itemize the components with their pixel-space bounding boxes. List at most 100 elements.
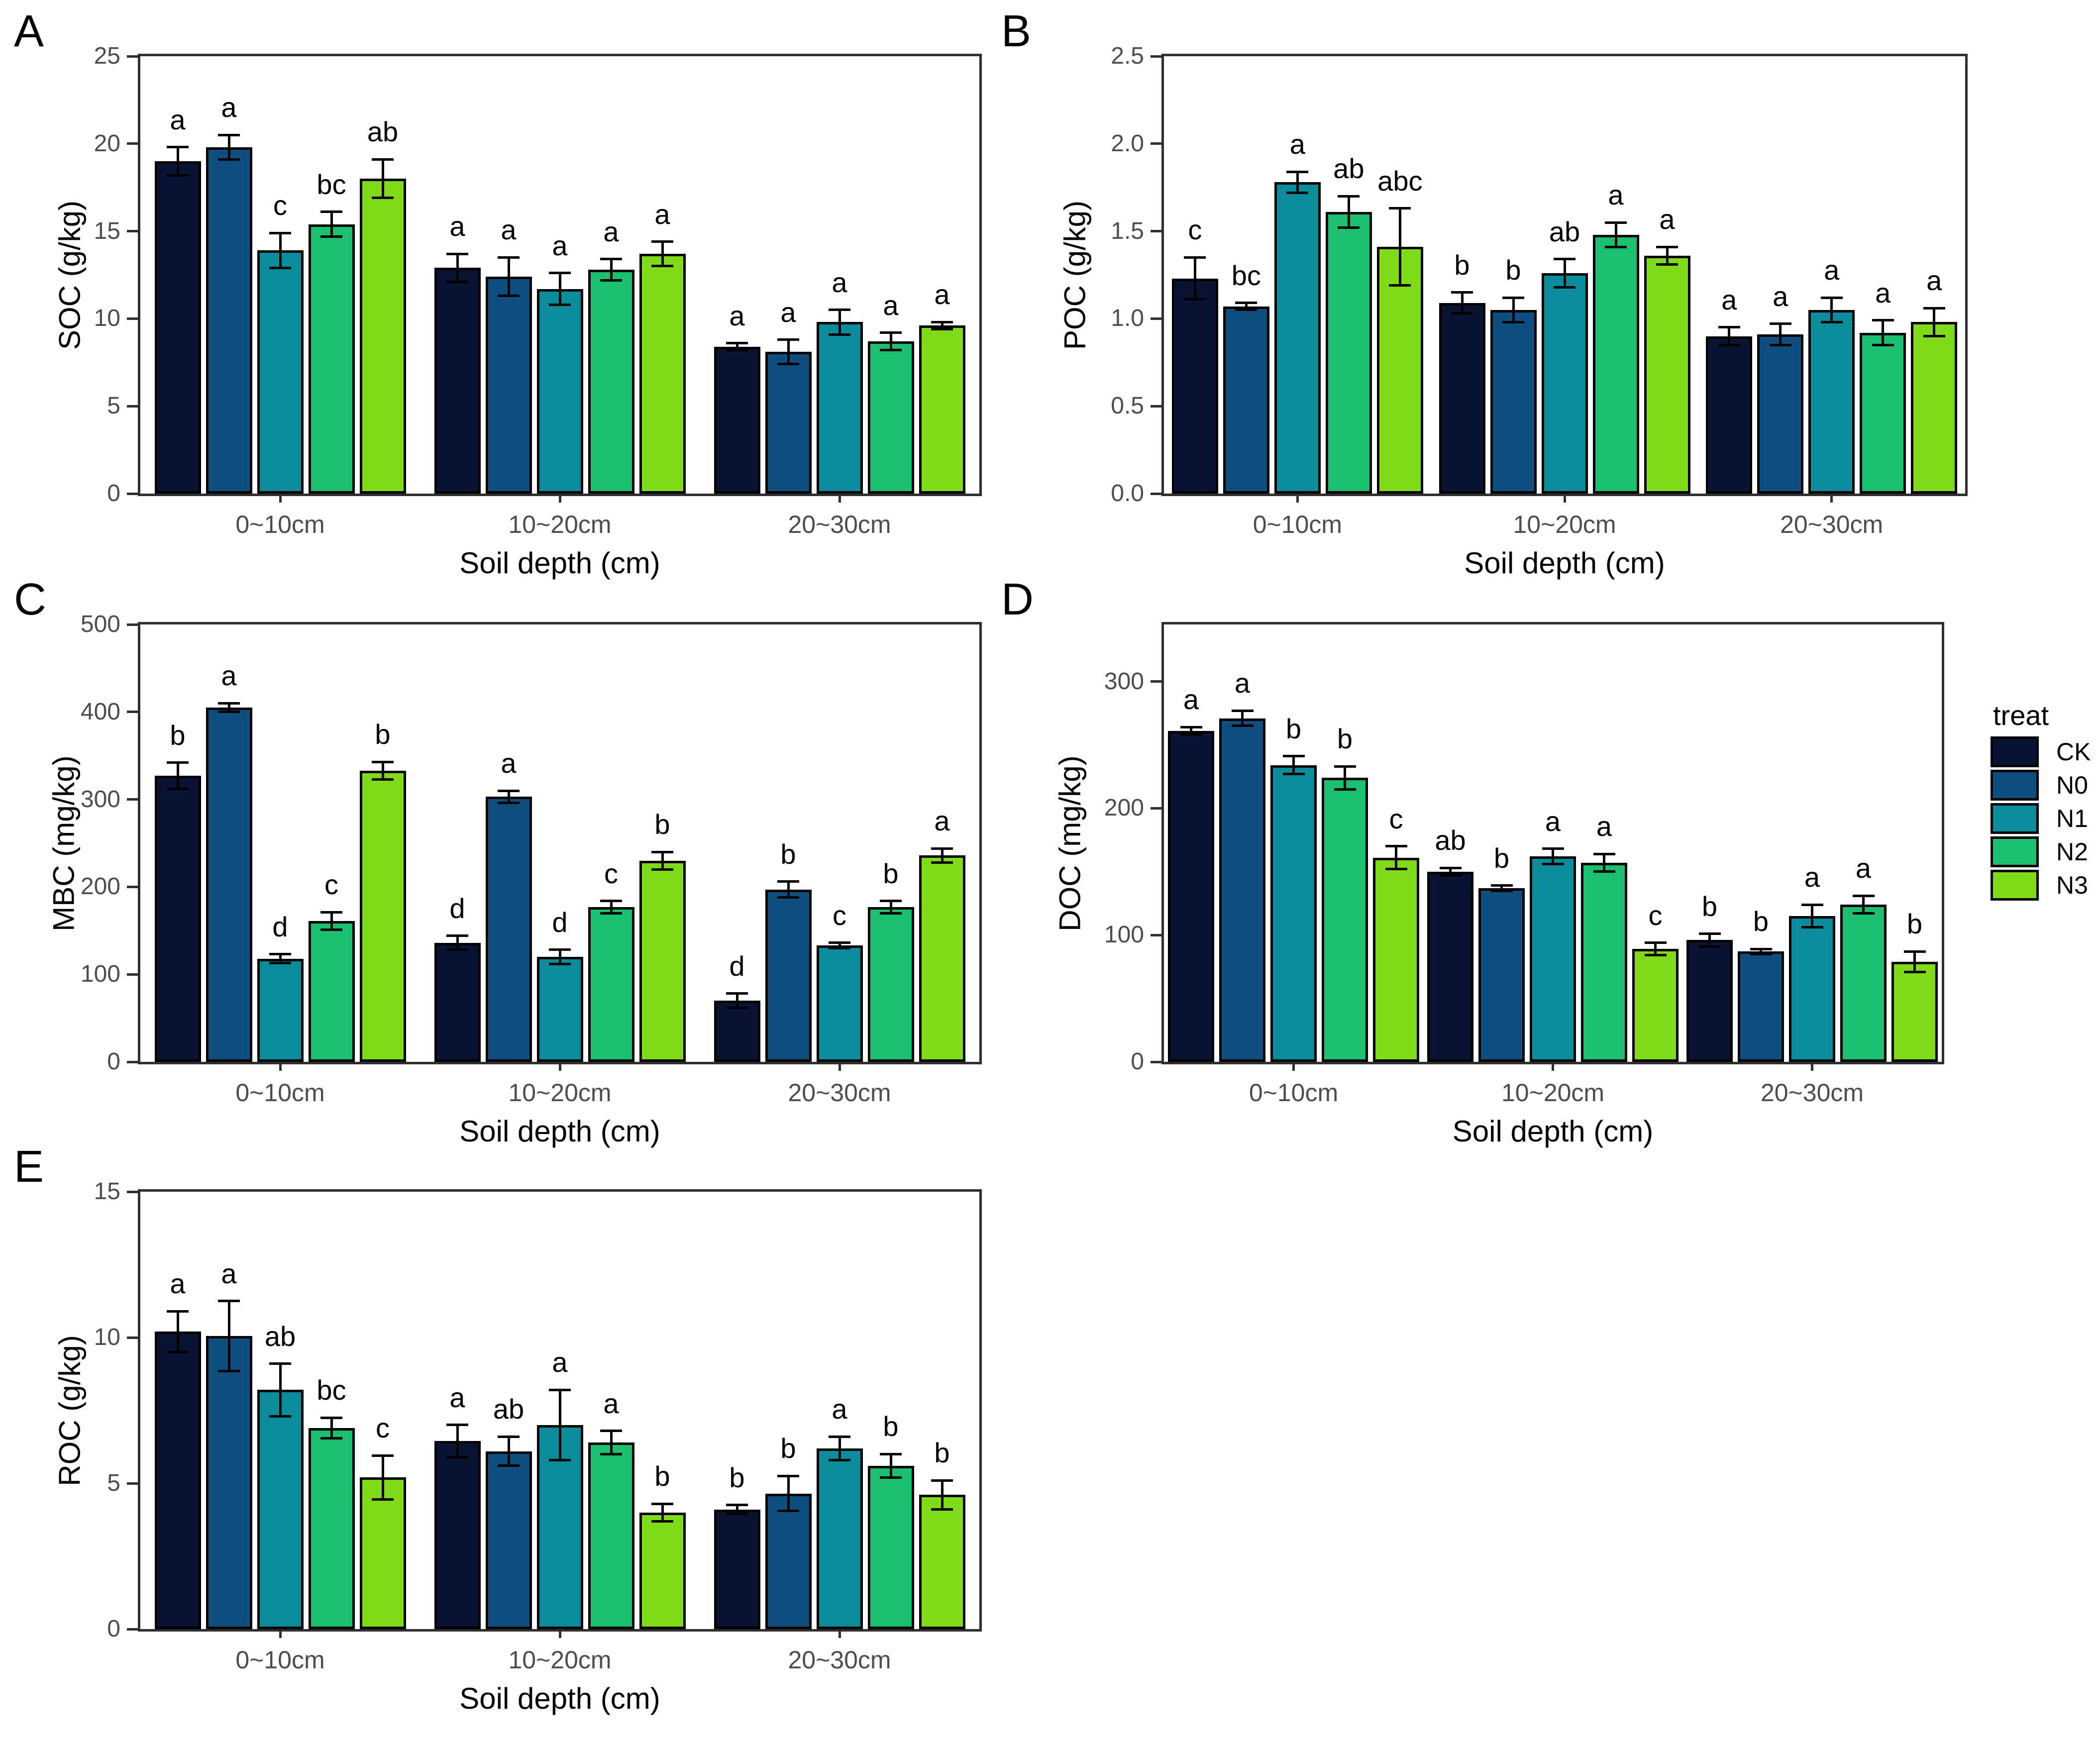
error-bar-E-N0: [227, 1301, 230, 1371]
error-cap-bottom-E-N0: [777, 1510, 799, 1513]
bar-D-N1-10~20cm: [1530, 856, 1576, 1062]
y-tick-label-C: 0: [107, 1048, 120, 1075]
bar-C-N1-20~30cm: [816, 945, 863, 1062]
x-tick-D: [1811, 1062, 1813, 1071]
error-cap-top-D-N0: [1490, 884, 1513, 887]
error-bar-D-N2: [1862, 896, 1865, 914]
sig-letter-B-N0-10~20cm: b: [1505, 254, 1521, 286]
bar-C-N1-10~20cm: [536, 957, 583, 1062]
error-bar-B-CK: [1461, 292, 1464, 313]
error-cap-top-C-CK: [726, 992, 748, 995]
sig-letter-E-CK-0~10cm: a: [170, 1268, 186, 1300]
sig-letter-D-N3-20~30cm: b: [1906, 908, 1923, 940]
bar-A-N0-10~20cm: [485, 277, 532, 494]
sig-letter-C-N0-10~20cm: a: [501, 747, 517, 779]
error-bar-C-N3: [661, 852, 664, 870]
x-tick-E: [838, 1629, 841, 1638]
error-bar-E-N3: [381, 1455, 384, 1500]
error-cap-top-B-N0: [1769, 322, 1791, 325]
error-bar-B-CK: [1728, 327, 1731, 345]
error-bar-D-N2: [1344, 766, 1346, 790]
sig-letter-E-CK-10~20cm: a: [449, 1381, 465, 1413]
sig-letter-B-N0-0~10cm: bc: [1231, 259, 1261, 291]
sig-letter-C-N1-20~30cm: c: [833, 899, 846, 931]
bar-D-CK-10~20cm: [1427, 871, 1473, 1062]
error-cap-bottom-B-N1: [1286, 191, 1309, 194]
bar-A-N2-20~30cm: [867, 341, 914, 494]
bar-D-CK-20~30cm: [1686, 940, 1733, 1062]
sig-letter-C-N0-0~10cm: a: [221, 660, 237, 692]
bar-C-N1-0~10cm: [257, 958, 304, 1062]
error-cap-top-E-N1: [549, 1388, 571, 1391]
x-tick-label-C: 0~10cm: [235, 1079, 325, 1107]
sig-letter-A-N0-0~10cm: a: [221, 92, 237, 123]
legend-label-CK: CK: [2056, 738, 2091, 766]
legend-title: treat: [1993, 700, 2049, 731]
error-cap-top-A-N2: [320, 210, 342, 213]
y-tick-A: [127, 405, 138, 408]
error-cap-top-E-N1: [269, 1362, 291, 1365]
bar-A-N3-10~20cm: [639, 254, 686, 494]
bar-A-N0-0~10cm: [206, 147, 252, 494]
sig-letter-B-N3-20~30cm: a: [1926, 265, 1942, 297]
bar-E-N0-0~10cm: [206, 1336, 252, 1629]
x-tick-B: [1830, 494, 1833, 503]
error-cap-top-C-N0: [498, 789, 520, 792]
bar-B-CK-10~20cm: [1439, 303, 1485, 494]
sig-letter-D-N1-10~20cm: a: [1545, 805, 1561, 837]
bar-A-N1-10~20cm: [536, 289, 583, 494]
x-tick-E: [558, 1629, 561, 1638]
error-cap-top-D-N1: [1542, 847, 1564, 850]
bar-D-N1-20~30cm: [1789, 916, 1835, 1062]
error-cap-bottom-E-N3: [372, 1498, 394, 1501]
error-bar-A-CK: [456, 254, 459, 282]
error-bar-D-N0: [1760, 949, 1762, 954]
error-bar-D-CK: [1190, 727, 1192, 735]
bar-A-N3-20~30cm: [919, 325, 965, 494]
bar-B-N2-20~30cm: [1860, 332, 1906, 494]
error-bar-D-CK: [1708, 933, 1711, 947]
sig-letter-A-N3-0~10cm: ab: [367, 116, 399, 148]
error-cap-bottom-A-N0: [777, 363, 799, 366]
bar-C-N2-0~10cm: [308, 921, 355, 1062]
error-bar-E-N2: [889, 1454, 892, 1478]
error-cap-bottom-C-N2: [320, 928, 342, 931]
y-tick-B: [1151, 55, 1161, 58]
sig-letter-E-N2-10~20cm: a: [603, 1387, 619, 1419]
error-cap-top-A-N1: [549, 272, 571, 275]
error-cap-top-C-N1: [269, 953, 291, 956]
sig-letter-C-CK-0~10cm: b: [170, 719, 186, 751]
error-cap-top-D-N2: [1593, 852, 1615, 855]
bar-D-N2-20~30cm: [1840, 905, 1887, 1062]
sig-letter-D-N0-20~30cm: b: [1753, 906, 1769, 937]
error-cap-bottom-A-N0: [218, 158, 240, 161]
bar-B-N2-0~10cm: [1325, 211, 1372, 494]
x-tick-label-D: 20~30cm: [1760, 1079, 1864, 1107]
error-bar-E-CK: [176, 1311, 179, 1352]
x-tick-label-B: 20~30cm: [1780, 511, 1884, 538]
error-bar-A-N2: [889, 332, 892, 350]
error-cap-top-A-N2: [600, 258, 622, 261]
sig-letter-E-N3-10~20cm: b: [654, 1460, 670, 1492]
error-cap-bottom-C-CK: [726, 1006, 748, 1009]
sig-letter-A-N3-10~20cm: a: [654, 198, 670, 230]
error-bar-D-N1: [1811, 905, 1813, 927]
y-tick-label-A: 20: [94, 130, 120, 157]
y-tick-label-D: 200: [1104, 795, 1144, 822]
error-bar-E-N0: [507, 1437, 510, 1466]
bar-E-N1-20~30cm: [816, 1448, 863, 1629]
error-cap-bottom-E-N2: [880, 1476, 902, 1479]
x-tick-label-E: 0~10cm: [235, 1646, 325, 1674]
plot-area-A: 0 5 10 15 20 25 0~10cm a a c bc ab 10~20cm a a a a a 20~30…: [94, 43, 982, 538]
x-tick-B: [1563, 494, 1566, 503]
bar-E-N1-0~10cm: [257, 1390, 304, 1629]
x-axis-title-B: Soil depth (cm): [1464, 546, 1665, 580]
sig-letter-A-CK-0~10cm: a: [170, 103, 186, 135]
sig-letter-A-CK-20~30cm: a: [729, 300, 745, 331]
y-tick-C: [127, 885, 138, 888]
error-cap-bottom-A-N3: [931, 327, 953, 330]
error-cap-bottom-E-N1: [269, 1415, 291, 1418]
sig-letter-C-N2-10~20cm: c: [604, 857, 618, 889]
bar-A-CK-0~10cm: [154, 161, 201, 494]
bar-C-N0-20~30cm: [765, 889, 812, 1062]
